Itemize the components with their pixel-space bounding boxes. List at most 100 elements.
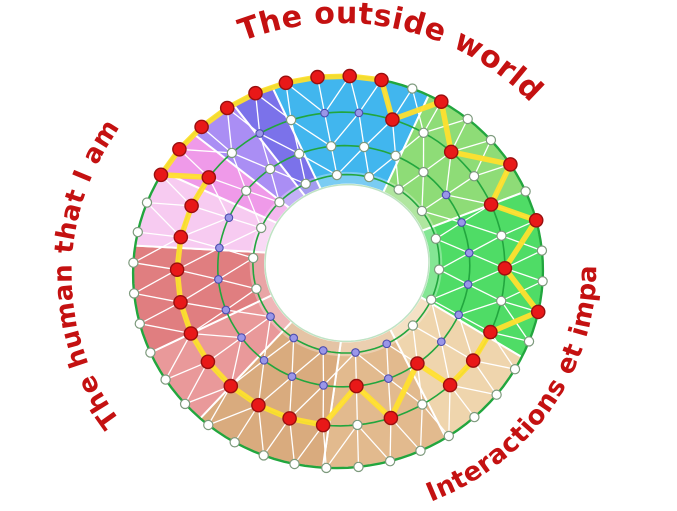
mesh-line [219,247,254,259]
purple-node [457,218,466,227]
red-node [169,262,185,278]
mesh-line [440,341,451,386]
red-node [497,260,513,276]
red-node [530,304,546,320]
white-node [496,230,507,241]
white-node [203,419,214,431]
mesh-line [395,132,425,157]
red-node [219,100,235,116]
mesh-line [190,332,242,339]
purple-node [237,333,246,342]
mesh-line [356,424,360,467]
mesh-line [448,385,451,437]
white-node [160,374,171,385]
sectors-layer [132,74,544,470]
mesh-line [259,132,300,155]
purple-node [463,280,473,289]
mesh-line [139,301,181,325]
white-node [326,141,337,152]
white-node [128,288,140,299]
mesh-line [421,210,462,224]
mesh-line [449,384,497,396]
white-node [485,134,497,146]
mesh-line [290,119,332,147]
mesh-line [230,337,243,387]
mesh-line [257,376,293,406]
mesh-line [226,107,233,153]
red-node [251,397,266,413]
mesh-line [184,361,209,405]
white-node [390,150,401,161]
red-node [153,167,169,183]
white-node [132,226,143,238]
mesh-line [263,418,291,456]
purple-node [454,310,464,320]
white-node [289,458,300,470]
red-node [172,141,187,157]
mesh-line [325,424,358,469]
red-node [200,354,216,370]
white-node [469,411,480,423]
white-node [433,264,445,275]
mesh-line [133,262,178,271]
red-node [383,410,399,426]
mesh-line [257,360,265,406]
white-node [407,320,419,331]
white-node [331,169,343,181]
label-human-that-i-am-text: The human that I am [46,112,128,437]
purple-node [351,348,360,357]
mesh-line [458,300,502,316]
mesh-line [165,361,209,381]
mesh-line [231,152,271,170]
mesh-line [298,153,338,176]
mesh-line [263,337,295,361]
purple-node [289,333,299,343]
white-node [430,233,442,244]
mesh-line [218,257,254,280]
mesh-line [259,133,271,170]
white-node [363,171,375,183]
mesh-line [468,235,502,254]
white-node [226,147,238,159]
mesh-line [133,269,178,294]
purple-node [214,275,223,284]
white-node [352,419,363,431]
mesh-line [257,405,265,456]
white-node [247,252,259,264]
mesh-line [219,227,262,249]
mesh-line [467,283,502,302]
mesh-line [435,238,470,254]
mesh-line [179,148,232,154]
white-node [496,295,507,307]
red-node [433,94,449,109]
mesh-line [245,190,280,203]
mesh-line [180,301,227,311]
purple-node [318,346,328,355]
mesh-line [288,418,296,465]
white-node [251,283,262,294]
mesh-line [293,424,324,465]
mesh-line [180,278,219,303]
mesh-line [394,155,400,190]
mesh-line [231,152,247,192]
mesh-line [412,324,442,343]
purple-node [215,243,224,253]
white-node [417,399,428,410]
label-human-that-i-am: The human that I am [49,114,126,434]
white-node [294,148,305,159]
mesh-line [386,343,390,379]
mesh-line [421,172,425,212]
mesh-line [438,252,470,271]
red-node [483,324,498,340]
white-node [256,222,267,234]
red-node [503,157,518,172]
red-node [528,212,544,228]
red-node [483,197,499,212]
nodes-layer [128,68,548,474]
mesh-line [146,202,182,238]
purple-node [441,190,451,200]
mesh-line [228,217,262,229]
mesh-line [234,404,259,443]
mesh-line [430,299,460,316]
